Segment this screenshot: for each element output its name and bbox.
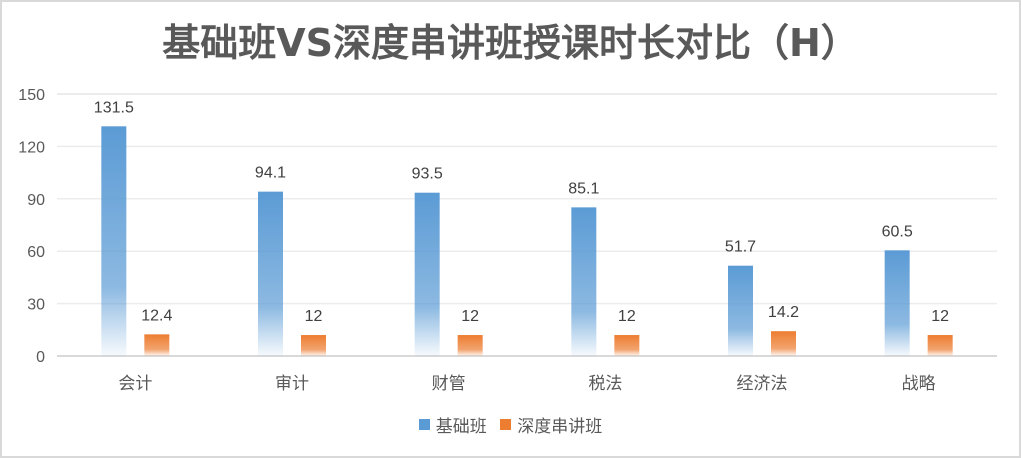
y-tick-label: 30 — [27, 297, 45, 314]
bar-base — [414, 192, 440, 356]
legend-item-base: 基础班 — [418, 412, 487, 437]
bar-base — [101, 126, 127, 357]
legend-label-deep: 深度串讲班 — [517, 417, 603, 437]
bar-deep — [144, 334, 170, 356]
data-label: 51.7 — [725, 239, 756, 256]
data-label: 14.2 — [768, 304, 799, 321]
bar-deep — [457, 335, 483, 356]
data-label: 12.4 — [141, 307, 172, 324]
data-label: 12 — [461, 308, 479, 325]
x-tick-label: 会计 — [118, 374, 152, 394]
y-tick-label: 60 — [27, 244, 45, 261]
y-tick-label: 90 — [27, 192, 45, 209]
bar-deep — [301, 335, 326, 356]
data-label: 12 — [618, 308, 636, 325]
data-label: 12 — [931, 308, 949, 325]
bar-base — [728, 265, 753, 356]
data-label: 94.1 — [255, 165, 286, 182]
data-label: 131.5 — [94, 99, 134, 116]
x-tick-label: 经济法 — [737, 374, 788, 394]
data-label: 60.5 — [882, 223, 913, 240]
x-tick-label: 财管 — [432, 374, 466, 394]
x-tick-label: 审计 — [275, 374, 309, 394]
bar-deep — [771, 331, 796, 356]
data-label: 12 — [305, 308, 323, 325]
x-tick-label: 税法 — [588, 374, 622, 394]
legend-item-deep: 深度串讲班 — [500, 412, 602, 437]
bar-deep — [927, 335, 953, 356]
y-tick-label: 120 — [18, 139, 45, 156]
bar-base — [571, 207, 597, 356]
data-label: 93.5 — [412, 166, 443, 183]
y-tick-label: 0 — [36, 349, 45, 366]
bar-base — [258, 191, 283, 356]
legend-swatch-deep — [500, 419, 512, 430]
data-label: 85.1 — [568, 180, 599, 197]
legend: 基础班 深度串讲班 — [0, 412, 1021, 437]
legend-label-base: 基础班 — [435, 417, 487, 437]
bar-deep — [614, 335, 640, 356]
legend-swatch-base — [418, 419, 430, 430]
bar-base — [884, 250, 910, 356]
y-tick-label: 150 — [18, 87, 45, 104]
chart-title: 基础班VS深度串讲班授课时长对比（H） — [162, 21, 859, 65]
x-tick-label: 战略 — [902, 374, 936, 394]
